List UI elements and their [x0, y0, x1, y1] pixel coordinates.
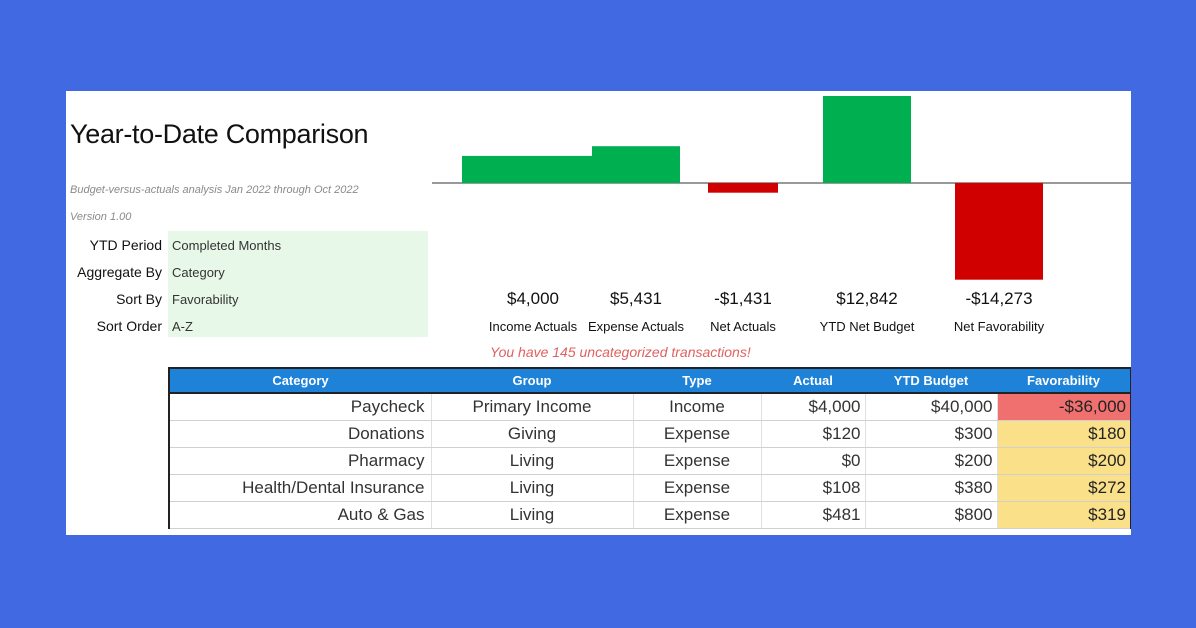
cell-favorability[interactable]: $200 — [996, 447, 1131, 475]
cell-budget[interactable]: $300 — [864, 420, 997, 448]
cell-group[interactable]: Primary Income — [430, 393, 633, 421]
cell-favorability[interactable]: $272 — [996, 474, 1131, 502]
cell-type[interactable]: Expense — [632, 420, 761, 448]
setting-label-sort-by: Sort By — [116, 291, 162, 307]
setting-label-ytd-period: YTD Period — [89, 237, 162, 253]
cell-category[interactable]: Health/Dental Insurance — [168, 474, 431, 502]
chart-bar-expense-actuals — [592, 146, 680, 183]
table-header-row: Category Group Type Actual YTD Budget Fa… — [168, 367, 1131, 394]
report-version: Version 1.00 — [70, 211, 132, 223]
cell-type[interactable]: Expense — [632, 474, 761, 502]
column-header-ytd-budget[interactable]: YTD Budget — [865, 367, 997, 394]
cell-group[interactable]: Living — [430, 447, 633, 475]
report-title: Year-to-Date Comparison — [70, 119, 369, 149]
column-header-actual[interactable]: Actual — [761, 367, 865, 394]
table-row[interactable]: Health/Dental Insurance Living Expense $108… — [168, 474, 1131, 502]
cell-group[interactable]: Living — [430, 501, 633, 529]
table-row[interactable]: Donations Giving Expense $120 $300 $180 — [168, 420, 1131, 448]
chart-value-label: $4,000 — [507, 289, 559, 308]
table-row[interactable]: Pharmacy Living Expense $0 $200 $200 — [168, 447, 1131, 475]
chart-bar-ytd-net-budget — [823, 96, 911, 183]
column-header-favorability[interactable]: Favorability — [997, 367, 1131, 394]
setting-label-sort-order: Sort Order — [96, 318, 162, 334]
cell-actual[interactable]: $120 — [760, 420, 865, 448]
cell-budget[interactable]: $380 — [864, 474, 997, 502]
cell-category[interactable]: Auto & Gas — [168, 501, 431, 529]
cell-budget[interactable]: $40,000 — [864, 393, 997, 421]
column-header-category[interactable]: Category — [168, 367, 431, 394]
budget-table: Category Group Type Actual YTD Budget Fa… — [168, 367, 1131, 529]
cell-favorability[interactable]: $180 — [996, 420, 1131, 448]
cell-group[interactable]: Giving — [430, 420, 633, 448]
cell-type[interactable]: Expense — [632, 447, 761, 475]
cell-category[interactable]: Pharmacy — [168, 447, 431, 475]
chart-category-label: Expense Actuals — [588, 319, 685, 334]
cell-group[interactable]: Living — [430, 474, 633, 502]
cell-actual[interactable]: $4,000 — [760, 393, 865, 421]
table-row[interactable]: Auto & Gas Living Expense $481 $800 $319 — [168, 501, 1131, 529]
settings-labels: YTD Period Aggregate By Sort By Sort Ord… — [66, 231, 166, 339]
chart-category-label: Income Actuals — [489, 319, 578, 334]
summary-bar-chart: $4,000 Income Actuals $5,431 Expense Actual… — [432, 96, 1131, 334]
settings-panel: YTD Period Aggregate By Sort By Sort Ord… — [66, 231, 428, 339]
chart-bar-net-actuals — [708, 183, 778, 193]
chart-value-label: $5,431 — [610, 289, 662, 308]
chart-category-label: Net Favorability — [954, 319, 1045, 334]
chart-bar-net-favorability — [955, 183, 1043, 280]
setting-label-aggregate-by: Aggregate By — [77, 264, 162, 280]
settings-values: Completed Months Category Favorability A… — [168, 231, 428, 337]
report-subtitle: Budget-versus-actuals analysis Jan 2022 … — [70, 184, 359, 196]
setting-sort-by-select[interactable]: Favorability — [172, 292, 239, 307]
cell-actual[interactable]: $108 — [760, 474, 865, 502]
setting-ytd-period-select[interactable]: Completed Months — [172, 238, 282, 253]
cell-actual[interactable]: $0 — [760, 447, 865, 475]
cell-budget[interactable]: $800 — [864, 501, 997, 529]
cell-actual[interactable]: $481 — [760, 501, 865, 529]
setting-aggregate-by-select[interactable]: Category — [172, 265, 225, 280]
table-row[interactable]: Paycheck Primary Income Income $4,000 $40,00… — [168, 393, 1131, 421]
uncategorized-warning: You have 145 uncategorized transactions! — [490, 344, 751, 360]
cell-category[interactable]: Paycheck — [168, 393, 431, 421]
column-header-group[interactable]: Group — [431, 367, 633, 394]
cell-type[interactable]: Expense — [632, 501, 761, 529]
cell-budget[interactable]: $200 — [864, 447, 997, 475]
chart-category-label: YTD Net Budget — [820, 319, 915, 334]
chart-value-label: -$1,431 — [714, 289, 772, 308]
setting-sort-order-select[interactable]: A-Z — [172, 319, 193, 334]
chart-category-label: Net Actuals — [710, 319, 776, 334]
cell-category[interactable]: Donations — [168, 420, 431, 448]
chart-value-label: $12,842 — [836, 289, 897, 308]
chart-value-label: -$14,273 — [965, 289, 1032, 308]
chart-bar-income-actuals — [462, 155, 604, 183]
cell-favorability[interactable]: -$36,000 — [996, 393, 1131, 421]
spreadsheet-sheet: Year-to-Date Comparison Budget-versus-ac… — [66, 91, 1131, 535]
column-header-type[interactable]: Type — [633, 367, 761, 394]
cell-type[interactable]: Income — [632, 393, 761, 421]
cell-favorability[interactable]: $319 — [996, 501, 1131, 529]
